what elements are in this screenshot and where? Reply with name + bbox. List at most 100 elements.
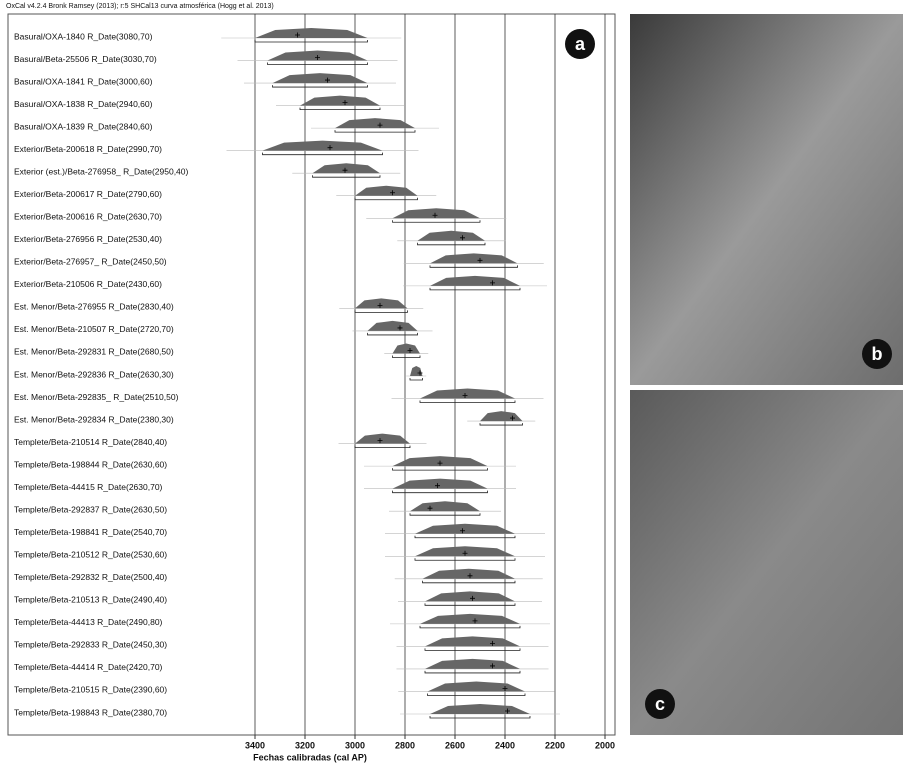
distribution xyxy=(300,96,380,106)
x-tick-label: 2000 xyxy=(595,740,615,750)
range-bracket xyxy=(430,265,518,267)
x-tick-label: 3200 xyxy=(295,740,315,750)
range-bracket xyxy=(415,558,515,560)
distribution xyxy=(415,524,515,534)
distribution xyxy=(263,141,383,151)
range-bracket xyxy=(410,513,480,515)
range-bracket xyxy=(368,333,418,335)
row-label: Basural/OXA-1841 R_Date(3000,60) xyxy=(14,76,153,86)
row-label: Exterior/Beta-276957_ R_Date(2450,50) xyxy=(14,257,167,267)
x-tick-label: 3000 xyxy=(345,740,365,750)
range-bracket xyxy=(263,153,383,155)
row-label: Exterior/Beta-200617 R_Date(2790,60) xyxy=(14,189,162,199)
range-bracket xyxy=(300,108,380,110)
x-tick-label: 3400 xyxy=(245,740,265,750)
range-bracket xyxy=(268,63,368,65)
row-label: Exterior (est.)/Beta-276958_ R_Date(2950… xyxy=(14,166,189,176)
range-bracket xyxy=(418,243,486,245)
distribution xyxy=(393,208,481,218)
row-label: Templete/Beta-44414 R_Date(2420,70) xyxy=(14,662,163,672)
distribution xyxy=(425,591,515,601)
distribution xyxy=(355,434,410,444)
range-bracket xyxy=(430,288,520,290)
header: OxCal v4.2.4 Bronk Ramsey (2013); r:5 SH… xyxy=(6,3,274,10)
distribution xyxy=(430,276,520,286)
row-label: Templete/Beta-210512 R_Date(2530,60) xyxy=(14,550,167,560)
distribution xyxy=(255,28,368,38)
row-label: Est. Menor/Beta-292834 R_Date(2380,30) xyxy=(14,414,174,424)
x-axis-label: Fechas calibradas (cal AP) xyxy=(253,752,367,762)
distribution xyxy=(425,636,520,646)
range-bracket xyxy=(273,85,368,87)
x-tick-label: 2600 xyxy=(445,740,465,750)
distribution xyxy=(423,569,516,579)
distribution xyxy=(428,681,526,691)
row-label: Exterior/Beta-276956 R_Date(2530,40) xyxy=(14,234,162,244)
row-label: Templete/Beta-292832 R_Date(2500,40) xyxy=(14,572,167,582)
distribution xyxy=(355,186,418,196)
range-bracket xyxy=(355,446,410,448)
range-bracket xyxy=(410,378,423,380)
x-tick-label: 2200 xyxy=(545,740,565,750)
figure: OxCal v4.2.4 Bronk Ramsey (2013); r:5 SH… xyxy=(0,0,903,765)
distribution xyxy=(410,501,480,511)
row-label: Basural/Beta-25506 R_Date(3030,70) xyxy=(14,54,157,64)
distribution xyxy=(393,343,421,353)
range-bracket xyxy=(425,603,515,605)
panel-label: b xyxy=(872,344,883,364)
row-label: Templete/Beta-210513 R_Date(2490,40) xyxy=(14,595,167,605)
row-label: Est. Menor/Beta-292836 R_Date(2630,30) xyxy=(14,369,174,379)
row-label: Templete/Beta-210514 R_Date(2840,40) xyxy=(14,437,167,447)
row-label: Exterior/Beta-200618 R_Date(2990,70) xyxy=(14,144,162,154)
distribution xyxy=(355,298,408,308)
distribution xyxy=(430,253,518,263)
range-bracket xyxy=(313,175,381,177)
row-label: Basural/OXA-1840 R_Date(3080,70) xyxy=(14,31,153,41)
range-bracket xyxy=(335,130,415,132)
page: OxCal v4.2.4 Bronk Ramsey (2013); r:5 SH… xyxy=(0,0,903,770)
panel-label: c xyxy=(655,694,665,714)
row-label: Templete/Beta-198844 R_Date(2630,60) xyxy=(14,459,167,469)
row-label: Est. Menor/Beta-292835_ R_Date(2510,50) xyxy=(14,392,179,402)
range-bracket xyxy=(423,581,516,583)
row-label: Templete/Beta-44415 R_Date(2630,70) xyxy=(14,482,163,492)
row-label: Templete/Beta-292837 R_Date(2630,50) xyxy=(14,504,167,514)
range-bracket xyxy=(255,40,368,42)
range-bracket xyxy=(415,536,515,538)
range-bracket xyxy=(428,693,526,695)
distribution xyxy=(313,163,381,173)
range-bracket xyxy=(393,355,421,357)
distribution xyxy=(430,704,530,714)
range-bracket xyxy=(425,648,520,650)
row-label: Est. Menor/Beta-210507 R_Date(2720,70) xyxy=(14,324,174,334)
range-bracket xyxy=(480,423,523,425)
distribution xyxy=(480,411,523,421)
distribution xyxy=(368,321,418,331)
range-bracket xyxy=(355,310,408,312)
panel-label: a xyxy=(575,34,586,54)
distribution xyxy=(273,73,368,83)
photo-c xyxy=(630,390,903,735)
row-label: Templete/Beta-210515 R_Date(2390,60) xyxy=(14,685,167,695)
row-label: Basural/OXA-1839 R_Date(2840,60) xyxy=(14,121,153,131)
row-label: Templete/Beta-292833 R_Date(2450,30) xyxy=(14,640,167,650)
range-bracket xyxy=(393,220,481,222)
distribution xyxy=(410,366,423,376)
row-label: Exterior/Beta-200616 R_Date(2630,70) xyxy=(14,212,162,222)
range-bracket xyxy=(425,671,520,673)
range-bracket xyxy=(430,716,530,718)
row-label: Templete/Beta-198843 R_Date(2380,70) xyxy=(14,707,167,717)
row-label: Templete/Beta-198841 R_Date(2540,70) xyxy=(14,527,167,537)
range-bracket xyxy=(420,401,515,403)
range-bracket xyxy=(393,491,488,493)
row-label: Est. Menor/Beta-292831 R_Date(2680,50) xyxy=(14,347,174,357)
row-label: Est. Menor/Beta-276955 R_Date(2830,40) xyxy=(14,302,174,312)
distribution xyxy=(393,479,488,489)
x-tick-label: 2800 xyxy=(395,740,415,750)
range-bracket xyxy=(393,468,488,470)
distribution xyxy=(425,659,520,669)
range-bracket xyxy=(355,198,418,200)
x-tick-label: 2400 xyxy=(495,740,515,750)
photo-b xyxy=(630,14,903,385)
row-label: Basural/OXA-1838 R_Date(2940,60) xyxy=(14,99,153,109)
